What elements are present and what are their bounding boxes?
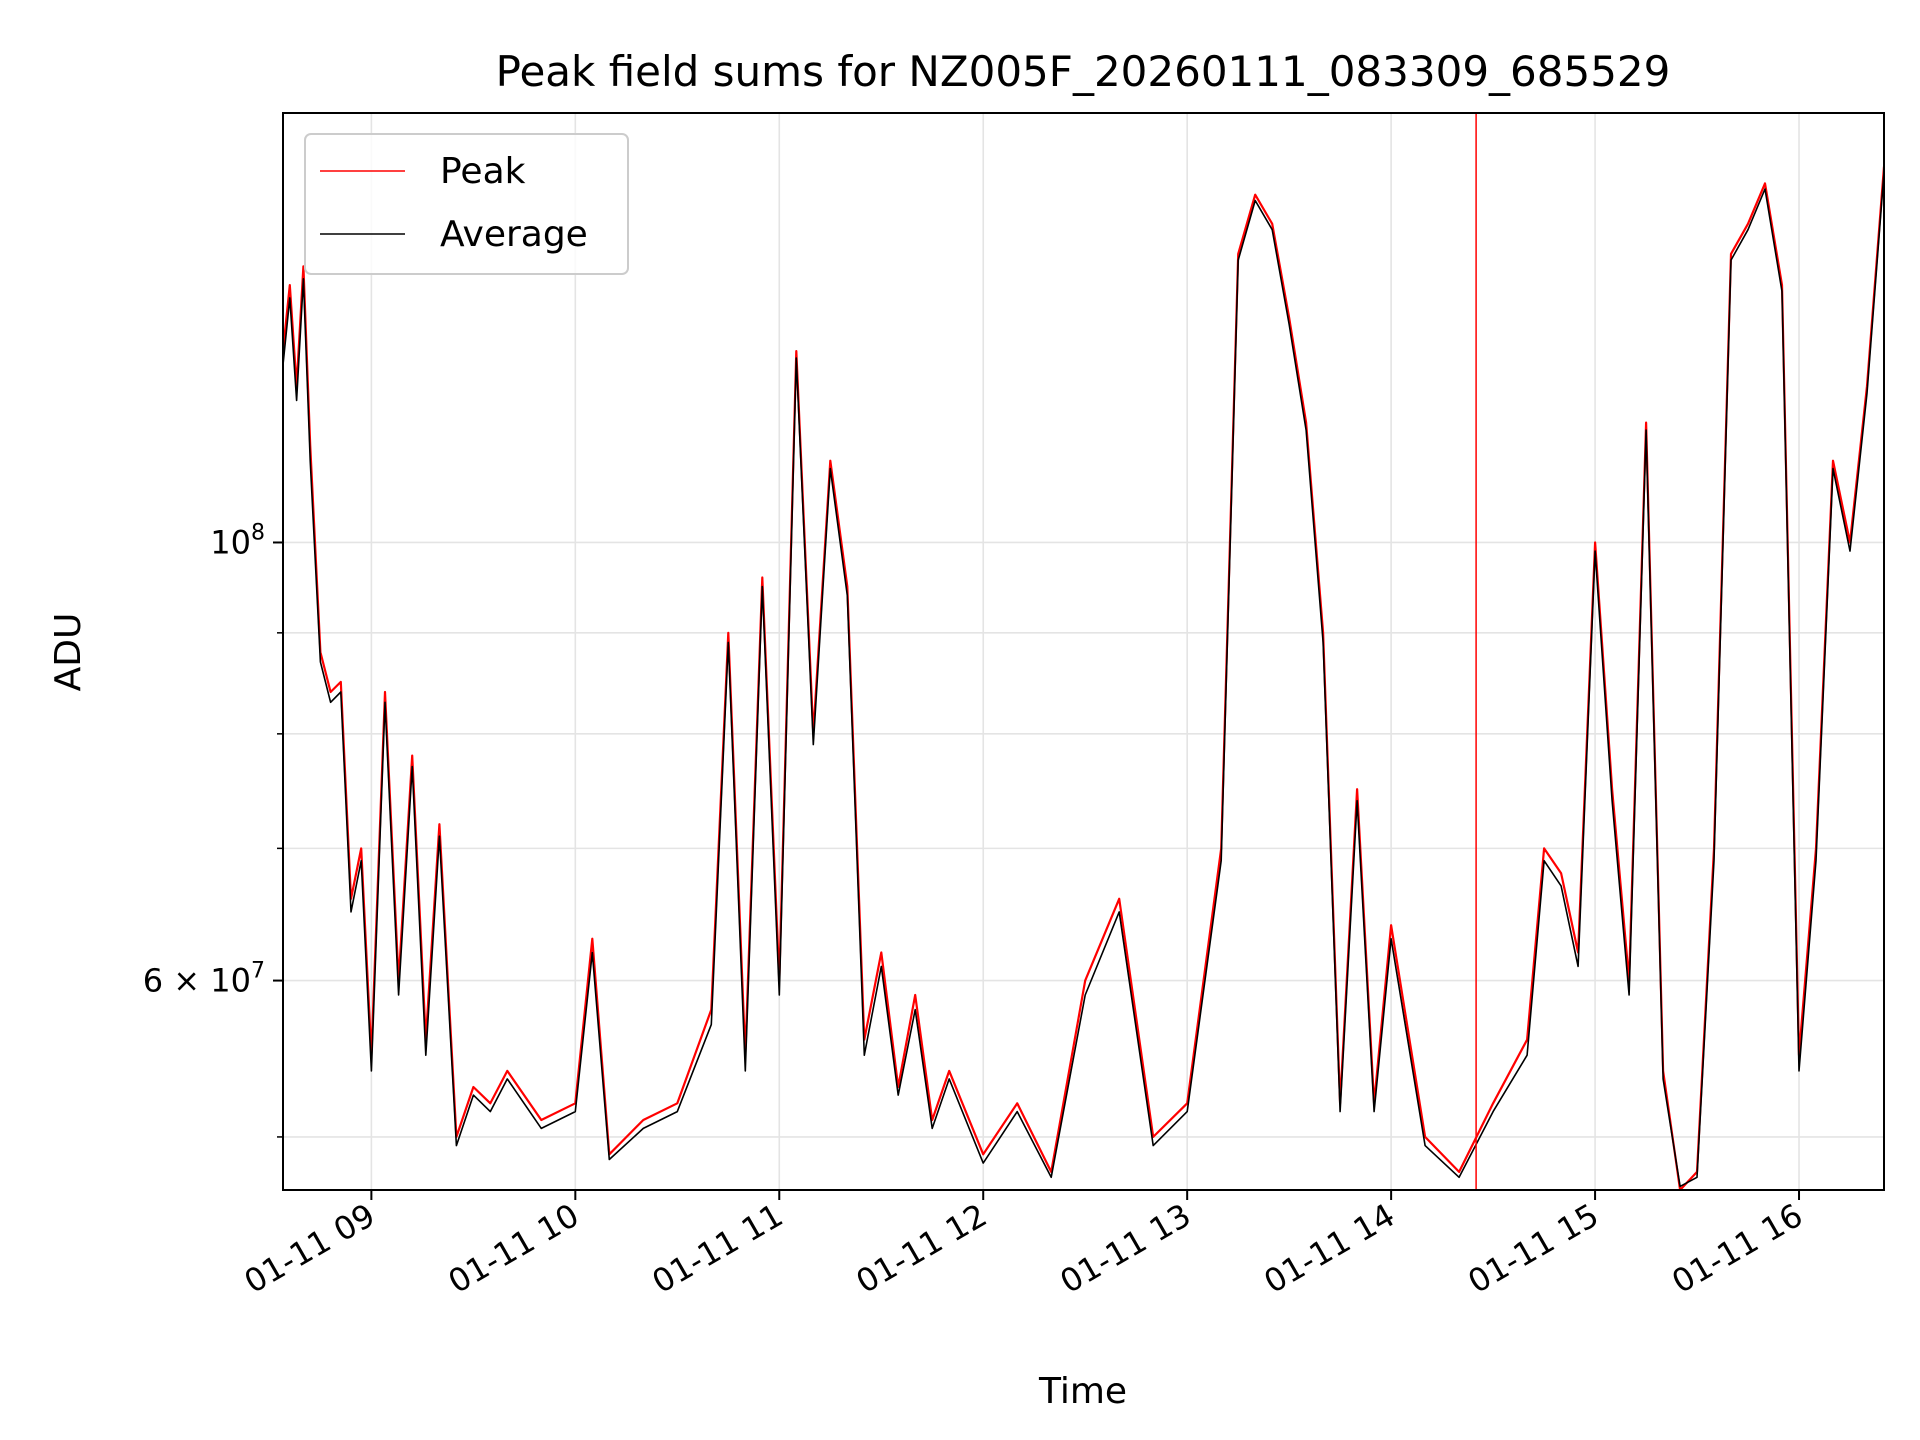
y-axis-ticks: 108 6 × 107 [143, 520, 283, 1138]
series-layer [283, 113, 1884, 1190]
y-tick-label-0: 108 [210, 520, 265, 561]
series-line-average [283, 172, 1884, 1188]
legend-label-peak: Peak [440, 151, 526, 192]
x-axis-label: Time [1038, 1371, 1127, 1412]
legend-label-average: Average [440, 214, 588, 255]
chart-title: Peak field sums for NZ005F_20260111_0833… [496, 47, 1671, 96]
y-tick-label-1: 6 × 107 [143, 959, 265, 1000]
y-axis-label: ADU [48, 613, 89, 692]
legend: Peak Average [304, 133, 629, 275]
legend-box [304, 133, 629, 275]
plot-frame [282, 112, 1885, 1191]
grid-layer [283, 113, 1884, 1190]
